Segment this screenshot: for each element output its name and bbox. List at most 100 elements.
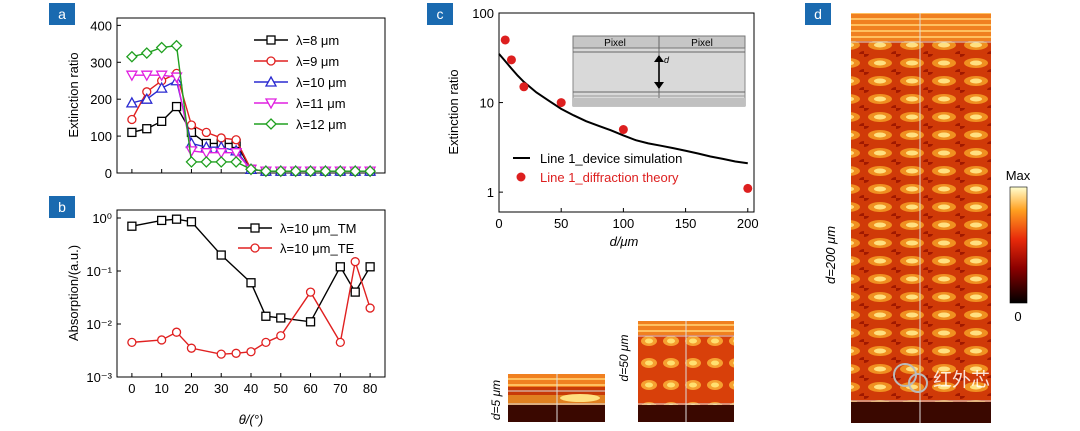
panel-a-ytick-label: 0 [105, 166, 112, 181]
panel-a-point [140, 47, 153, 59]
panel-c-ylabel: Extinction ratio [446, 69, 461, 154]
panel-a-point [215, 148, 228, 160]
panel-c-legend-marker [516, 172, 526, 182]
panel-c-inset: Pixel Pixel d [572, 35, 746, 107]
panel-c-legend-label: Line 1_device simulation [540, 151, 682, 166]
panel-a-ytick-label: 300 [90, 55, 112, 70]
panel-b-xtick-label: 20 [184, 381, 198, 396]
panel-b-xtick-label: 30 [214, 381, 228, 396]
panel-b-xtick-label: 0 [128, 381, 135, 396]
panel-a-point [274, 165, 287, 178]
panel-b-point [365, 262, 375, 272]
panel-b-series-line [131, 261, 371, 355]
inset-arrow-down-icon [654, 82, 664, 89]
panel-a-legend-label: λ=8 μm [296, 33, 339, 48]
panel-a-point [216, 133, 226, 143]
panel-c-frame [498, 12, 755, 213]
panel-a-ylabel: Extinction ratio [66, 52, 81, 137]
panel-b-tag: b [49, 196, 75, 218]
panel-b-point [335, 262, 345, 272]
panel-c-theory-point [556, 98, 566, 108]
field-map-d200: d=200 μm [823, 13, 991, 423]
panel-b-point [171, 327, 182, 337]
panel-a-legend-marker [265, 118, 277, 130]
panel-d-tag: d [805, 3, 831, 25]
panel-a-point [127, 127, 137, 138]
panel-a-point [349, 165, 362, 178]
panel-c-xtick-label: 0 [495, 216, 502, 231]
panel-a-legend-marker [264, 98, 278, 110]
panel-b-point [261, 337, 271, 348]
panel-c-theory-point [519, 82, 529, 92]
panel-b-point [305, 317, 316, 327]
panel-b-point [261, 311, 271, 321]
panel-b-point [246, 278, 256, 288]
panel-b-point [171, 214, 182, 224]
panel-b-legend-marker [250, 243, 260, 253]
panel-b-xtick-label: 40 [244, 381, 258, 396]
panel-a-point [142, 124, 152, 134]
panel-b-point [157, 215, 167, 226]
panel-a-point [155, 41, 168, 54]
panel-a-chart: 0 100 200 300 400 λ=8 μm λ=9 μm λ=10 μm λ=11 μm… [66, 17, 386, 181]
panel-a-legend-label: λ=9 μm [296, 54, 339, 69]
panel-c-simulation-line [498, 53, 748, 165]
panel-a-point [289, 165, 302, 178]
panel-c-theory-point [618, 125, 628, 135]
panel-a-point [364, 165, 377, 178]
panel-a-ytick-label: 100 [90, 129, 112, 144]
panel-a-point [157, 116, 167, 126]
colorbar: Max 0 [1006, 168, 1031, 324]
panel-a-point [155, 81, 168, 93]
panel-a-point [170, 39, 183, 52]
panel-b-point [127, 221, 137, 231]
panel-b-point [365, 303, 375, 313]
panel-b-ytick-label: 10⁻¹ [86, 264, 112, 279]
panel-b-legend-label: λ=10 μm_TM [280, 221, 356, 236]
panel-b-xtick-label: 60 [303, 381, 317, 396]
panel-b-ytick-label: 10⁻² [86, 317, 112, 332]
panel-c-theory-point [743, 183, 753, 193]
field-d200-label: d=200 μm [823, 226, 838, 284]
panel-a-legend-label: λ=12 μm [296, 117, 346, 132]
panel-b-point [305, 287, 316, 297]
panel-a-ytick-label: 400 [90, 18, 112, 33]
panel-a-legend-marker [266, 56, 276, 66]
panel-a-point [127, 114, 137, 125]
panel-c-xtick-label: 100 [613, 216, 635, 231]
panel-a-point [185, 156, 198, 168]
panel-b-point [216, 349, 226, 359]
panel-a-point [186, 120, 197, 130]
panel-b-point [186, 217, 197, 227]
field-map-d50: d=50 μm [617, 321, 734, 422]
panel-a-point [259, 165, 272, 178]
panel-b-legend-label: λ=10 μm_TE [280, 241, 355, 256]
panel-b-point [127, 337, 137, 348]
panel-a-point [230, 156, 243, 168]
panel-c-ytick-label: 1 [487, 185, 494, 200]
panel-a-point [201, 127, 211, 138]
panel-b-point [335, 337, 345, 348]
panel-b-xtick-label: 10 [154, 381, 168, 396]
panel-a-tag: a [49, 3, 75, 25]
panel-b-xlabel: θ/(°) [239, 412, 264, 427]
inset-pixel-left-label: Pixel [604, 38, 626, 49]
panel-a-point [125, 50, 138, 63]
panel-b-point [231, 348, 241, 358]
panel-a-point [319, 165, 332, 178]
panel-b-legend-marker [250, 223, 260, 233]
panel-b-point [216, 250, 226, 260]
watermark: 红外芯闻 [893, 363, 1009, 393]
panel-a-point [171, 101, 182, 112]
field-d5-label: d=5 μm [489, 380, 503, 420]
panel-b-ytick-label: 10⁻³ [86, 370, 112, 385]
panel-c-chart: 1 10 100 0 50 100 150 200 Line 1_device simula… [446, 6, 759, 249]
panel-a-point [140, 70, 153, 82]
panel-b-point [276, 331, 286, 341]
colorbar-max-label: Max [1006, 168, 1031, 183]
panel-b-point [350, 257, 360, 267]
panel-a-point [170, 72, 183, 84]
panel-a-point [125, 70, 138, 82]
colorbar-min-label: 0 [1014, 309, 1021, 324]
